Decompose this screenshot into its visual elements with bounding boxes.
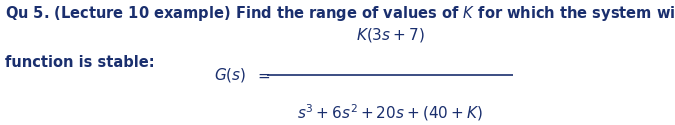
Text: $\mathit{G}\mathit{(s)}$: $\mathit{G}\mathit{(s)}$: [214, 66, 246, 84]
Text: function is stable:: function is stable:: [5, 55, 155, 70]
Text: Qu 5. (Lecture 10 example) Find the range of values of $\mathit{K}$ for which th: Qu 5. (Lecture 10 example) Find the rang…: [5, 4, 675, 23]
Text: $\mathit{K}\mathit{(}3\mathit{s}+7\mathit{)}$: $\mathit{K}\mathit{(}3\mathit{s}+7\mathi…: [356, 26, 425, 44]
Text: $=$: $=$: [255, 68, 271, 82]
Text: $\mathit{s}^3+6\mathit{s}^2+20\mathit{s}+(40+\mathit{K})$: $\mathit{s}^3+6\mathit{s}^2+20\mathit{s}…: [297, 102, 483, 123]
